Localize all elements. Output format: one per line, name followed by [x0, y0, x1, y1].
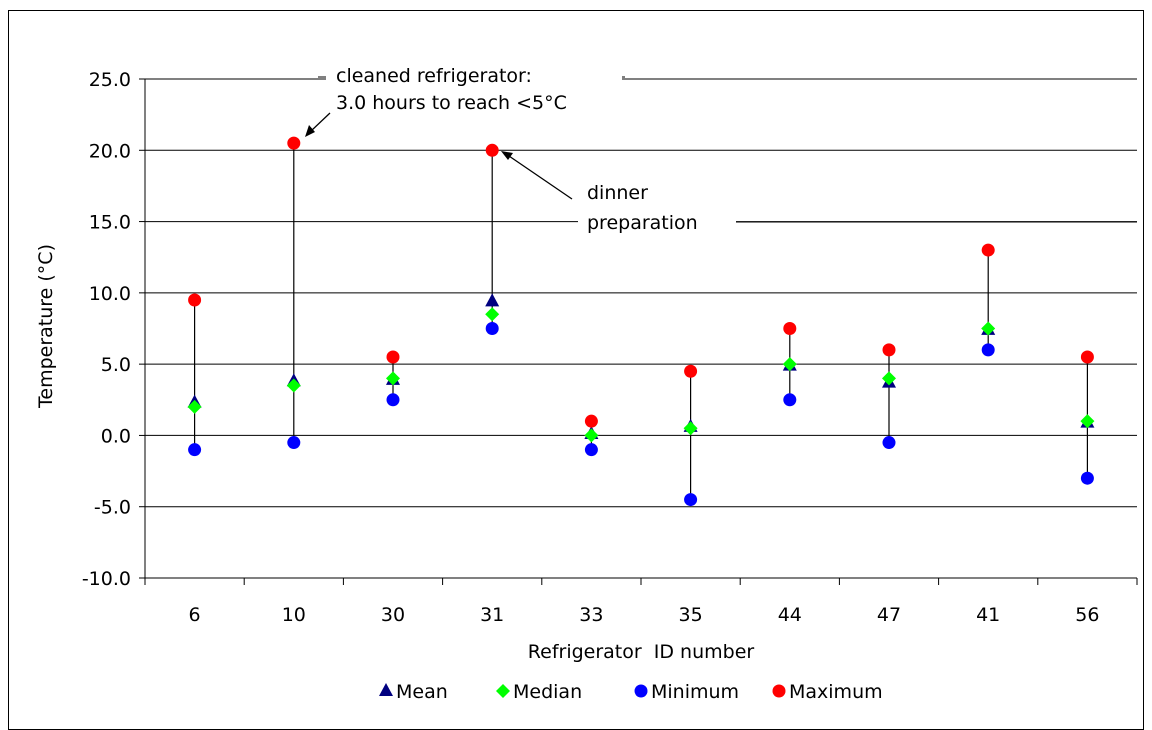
y-tick-label: 5.0 [101, 354, 131, 376]
x-tick-labels: 6 10 30 31 33 35 44 47 41 56 [189, 604, 1100, 626]
y-tick-labels: -10.0 -5.0 0.0 5.0 10.0 15.0 20.0 25.0 [82, 69, 131, 590]
maximum-point [287, 136, 301, 150]
annotation-cleaned: cleaned refrigerator: 3.0 hours to reach… [305, 60, 625, 137]
median-point [782, 357, 797, 372]
annotation-cleaned-line2: 3.0 hours to reach <5°C [336, 92, 567, 114]
legend-marker-minimum [634, 684, 648, 698]
maximum-point [1080, 350, 1094, 364]
minimum-point [783, 393, 797, 407]
minimum-point [882, 436, 896, 450]
x-tick-label: 35 [679, 604, 703, 626]
maximum-point [485, 143, 499, 157]
x-tick-label: 41 [976, 604, 1000, 626]
y-tick-label: 25.0 [89, 69, 131, 91]
legend-label-median: Median [513, 681, 582, 703]
minimum-point [1080, 471, 1094, 485]
minimum-point [485, 322, 499, 335]
x-axis-label: Refrigerator ID number [528, 641, 755, 663]
median-point [584, 428, 599, 443]
maximum-point [584, 414, 598, 428]
median-point [1080, 414, 1095, 429]
median-point [485, 307, 500, 322]
median-point [386, 371, 400, 386]
y-tick-label: -10.0 [82, 568, 131, 590]
x-tick-label: 6 [189, 604, 201, 626]
y-tick-label: 20.0 [89, 140, 131, 162]
maximum-point [188, 293, 202, 307]
maximum-point [882, 343, 896, 357]
median-point [683, 421, 698, 436]
y-tick-label: 0.0 [101, 425, 131, 447]
x-tick-label: 30 [381, 604, 405, 626]
maximum-point [386, 350, 400, 364]
maximum-point [684, 364, 698, 378]
x-tick-label: 33 [579, 604, 603, 626]
minimum-point [287, 436, 301, 450]
minimum-point [188, 443, 202, 457]
axes [139, 78, 1138, 585]
mean-point [485, 293, 500, 307]
x-tick-label: 47 [877, 604, 901, 626]
median-point [286, 378, 301, 393]
y-tick-label: 15.0 [89, 212, 131, 234]
legend-label-mean: Mean [396, 681, 448, 703]
x-tick-label: 44 [778, 604, 802, 626]
median-point [981, 321, 996, 336]
minimum-point [684, 493, 698, 507]
legend-marker-median [496, 684, 510, 698]
annotation-cleaned-line1: cleaned refrigerator: [336, 65, 532, 87]
maximum-point [783, 322, 797, 335]
y-tick-label: -5.0 [94, 497, 131, 519]
y-tick-label: 10.0 [89, 283, 131, 305]
annotation-dinner-line1: dinner [587, 182, 648, 204]
x-tick-label: 31 [480, 604, 504, 626]
legend-marker-mean [379, 683, 393, 696]
x-tick-label: 10 [282, 604, 306, 626]
minimum-point [981, 343, 995, 357]
chart: -10.0 -5.0 0.0 5.0 10.0 15.0 20.0 25.0 6 10 30 31 3… [35, 60, 1138, 703]
x-tick-label: 56 [1075, 604, 1099, 626]
annotation-dinner: dinner preparation [501, 151, 1137, 238]
minimum-point [584, 443, 598, 457]
legend-label-minimum: Minimum [651, 681, 739, 703]
legend-marker-maximum [772, 684, 786, 698]
maximum-point [981, 243, 995, 257]
median-point [187, 399, 202, 414]
y-axis-label: Temperature (°C) [35, 244, 57, 409]
legend: Mean Median Minimum Maximum [379, 681, 883, 703]
legend-label-maximum: Maximum [789, 681, 883, 703]
annotation-dinner-line2: preparation [587, 212, 698, 234]
data-marks [187, 136, 1095, 507]
minimum-point [386, 393, 400, 407]
median-point [882, 371, 896, 386]
